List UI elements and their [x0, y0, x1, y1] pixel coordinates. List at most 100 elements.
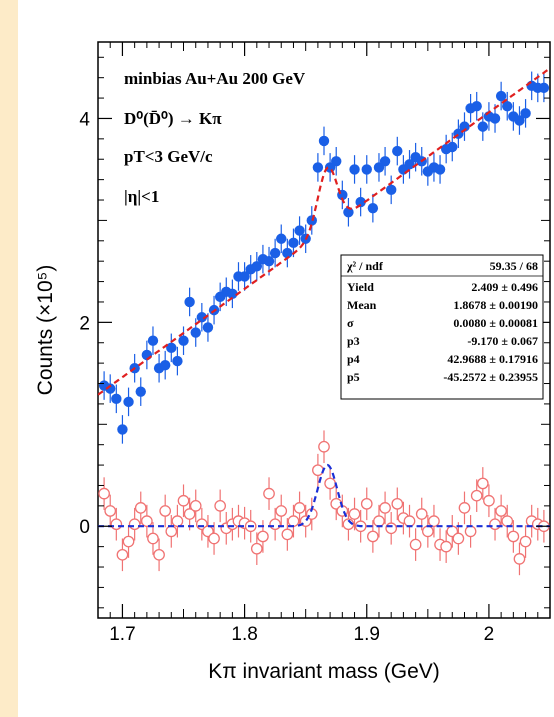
stats-name: χ² / ndf [346, 259, 384, 273]
raw-point [331, 156, 342, 167]
subtracted-point [507, 530, 520, 543]
subtracted-point [348, 508, 361, 520]
subtracted-point [391, 497, 404, 510]
subtracted-point [208, 532, 220, 545]
raw-point [502, 101, 513, 112]
raw-point [184, 296, 195, 308]
subtracted-point [269, 518, 281, 531]
raw-point [135, 386, 146, 397]
subtracted-point [287, 515, 300, 528]
stats-name: p4 [347, 352, 360, 366]
raw-series [98, 71, 550, 444]
raw-point [105, 383, 116, 394]
raw-point [459, 121, 470, 132]
raw-point [447, 141, 458, 153]
raw-point [159, 359, 171, 371]
raw-point [166, 342, 177, 354]
raw-point [379, 156, 391, 167]
subtracted-point [263, 487, 275, 500]
subtracted-point [110, 518, 123, 531]
subtracted-point [281, 528, 294, 541]
subtracted-point [312, 464, 324, 477]
raw-point [190, 327, 201, 338]
subtracted-point [373, 515, 385, 528]
subtracted-point [116, 548, 129, 561]
stats-name: p3 [347, 334, 360, 348]
subtracted-point [98, 487, 110, 500]
subtracted-point [128, 518, 141, 531]
y-tick-label: 2 [79, 313, 90, 334]
x-tick-label: 1.7 [109, 624, 135, 645]
subtracted-point [360, 497, 373, 510]
subtracted-point [409, 538, 422, 551]
raw-point [239, 271, 250, 282]
raw-point [147, 335, 159, 346]
subtracted-point [183, 508, 196, 520]
subtracted-point [104, 505, 117, 517]
subtracted-point [379, 502, 391, 514]
subtracted-point [421, 525, 434, 538]
subtracted-point [513, 553, 526, 565]
raw-point [367, 202, 379, 214]
subtracted-point [415, 508, 428, 520]
annotation-decay: D⁰(D̄⁰) → Kπ [124, 109, 222, 128]
subtracted-point [367, 530, 379, 543]
subtracted-point [293, 502, 306, 514]
subtracted-point [134, 502, 147, 514]
raw-point [520, 108, 531, 119]
raw-point [538, 82, 550, 94]
subtracted-point [257, 530, 269, 543]
background-fit-curve [98, 67, 550, 396]
subtracted-point [403, 515, 416, 528]
subtracted-point [250, 542, 263, 555]
subtracted-point [159, 505, 172, 517]
raw-point [251, 261, 263, 272]
y-tick-label: 0 [79, 517, 90, 538]
subtracted-point [165, 525, 178, 538]
subtracted-point [452, 532, 465, 545]
subtracted-point [177, 494, 190, 507]
subtracted-point [483, 494, 495, 507]
subtracted-point [470, 489, 483, 502]
subtracted-point [501, 515, 514, 528]
background-subtracted-series [98, 430, 550, 576]
annotation-pt: pT<3 GeV/c [124, 147, 213, 166]
raw-point [392, 145, 403, 157]
annotation-eta: |η|<1 [124, 187, 159, 206]
stats-value: 2.409 ± 0.496 [471, 280, 538, 294]
subtracted-point [214, 500, 227, 512]
raw-point [288, 237, 299, 249]
subtracted-point [318, 440, 330, 453]
raw-point [202, 322, 214, 333]
raw-point [263, 255, 275, 267]
subtracted-point [153, 548, 165, 561]
signal-fit-curve [98, 463, 550, 528]
stats-value: 59.35 / 68 [490, 259, 538, 273]
stats-value: -45.2572 ± 0.23955 [443, 370, 538, 384]
subtracted-point [171, 515, 184, 528]
stats-value: 0.0080 ± 0.00081 [453, 316, 538, 330]
stats-value: -9.170 ± 0.067 [467, 334, 538, 348]
raw-point [495, 90, 507, 102]
raw-point [489, 113, 501, 124]
subtracted-point [495, 505, 507, 517]
raw-point [294, 225, 305, 236]
raw-point [117, 424, 128, 435]
subtracted-point [189, 500, 202, 512]
annotation-collision: minbias Au+Au 200 GeV [124, 69, 306, 88]
raw-point [178, 335, 189, 346]
raw-point [111, 393, 122, 405]
subtracted-point [464, 525, 477, 538]
raw-point [172, 355, 183, 367]
subtracted-point [519, 535, 532, 548]
stats-value: 42.9688 ± 0.17916 [447, 352, 538, 366]
stats-name: σ [347, 316, 354, 330]
raw-point [349, 164, 360, 175]
y-tick-label: 4 [79, 109, 90, 130]
raw-point [514, 115, 525, 126]
raw-point [282, 247, 293, 259]
raw-point [196, 312, 208, 323]
raw-point [355, 196, 366, 208]
subtracted-point [324, 477, 336, 490]
